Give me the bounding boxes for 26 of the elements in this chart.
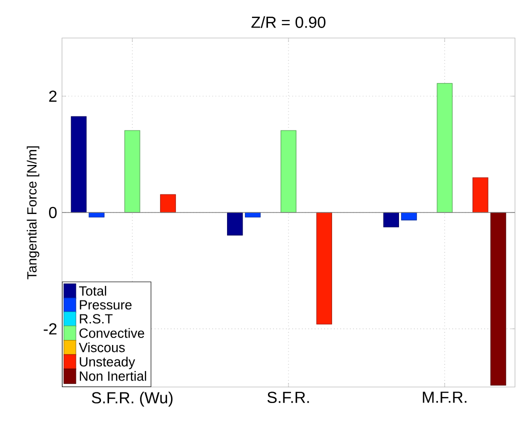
legend-label: Pressure bbox=[80, 300, 132, 310]
bar bbox=[227, 212, 243, 236]
legend-label: Viscous bbox=[78, 342, 125, 352]
bar bbox=[160, 194, 176, 213]
bar bbox=[383, 212, 400, 228]
y-tick-label: -2 bbox=[44, 323, 56, 334]
y-tick-label: 2 bbox=[49, 90, 56, 102]
legend-label: Non Inertial bbox=[80, 371, 146, 381]
legend-label: Unsteady bbox=[80, 356, 136, 370]
bar bbox=[316, 212, 332, 324]
bar bbox=[490, 212, 506, 386]
bar bbox=[124, 130, 140, 213]
bar bbox=[401, 212, 417, 220]
x-tick-label: S.F.R. bbox=[267, 392, 309, 404]
chart-title: Z/R = 0.90 bbox=[251, 16, 326, 28]
x-tick-label: M.F.R. bbox=[422, 392, 466, 403]
bar bbox=[70, 116, 87, 213]
bar bbox=[472, 177, 488, 213]
bar bbox=[436, 83, 453, 213]
legend-label: Total bbox=[79, 286, 106, 296]
legend-label: Convective bbox=[79, 328, 144, 338]
y-tick-label: 0 bbox=[49, 206, 57, 218]
bar bbox=[280, 130, 296, 213]
x-tick-label: S.F.R. (Wu) bbox=[92, 392, 172, 407]
legend-label: R.S.T bbox=[80, 314, 113, 324]
y-axis-title: Tangential Force [N/m] bbox=[26, 146, 40, 280]
